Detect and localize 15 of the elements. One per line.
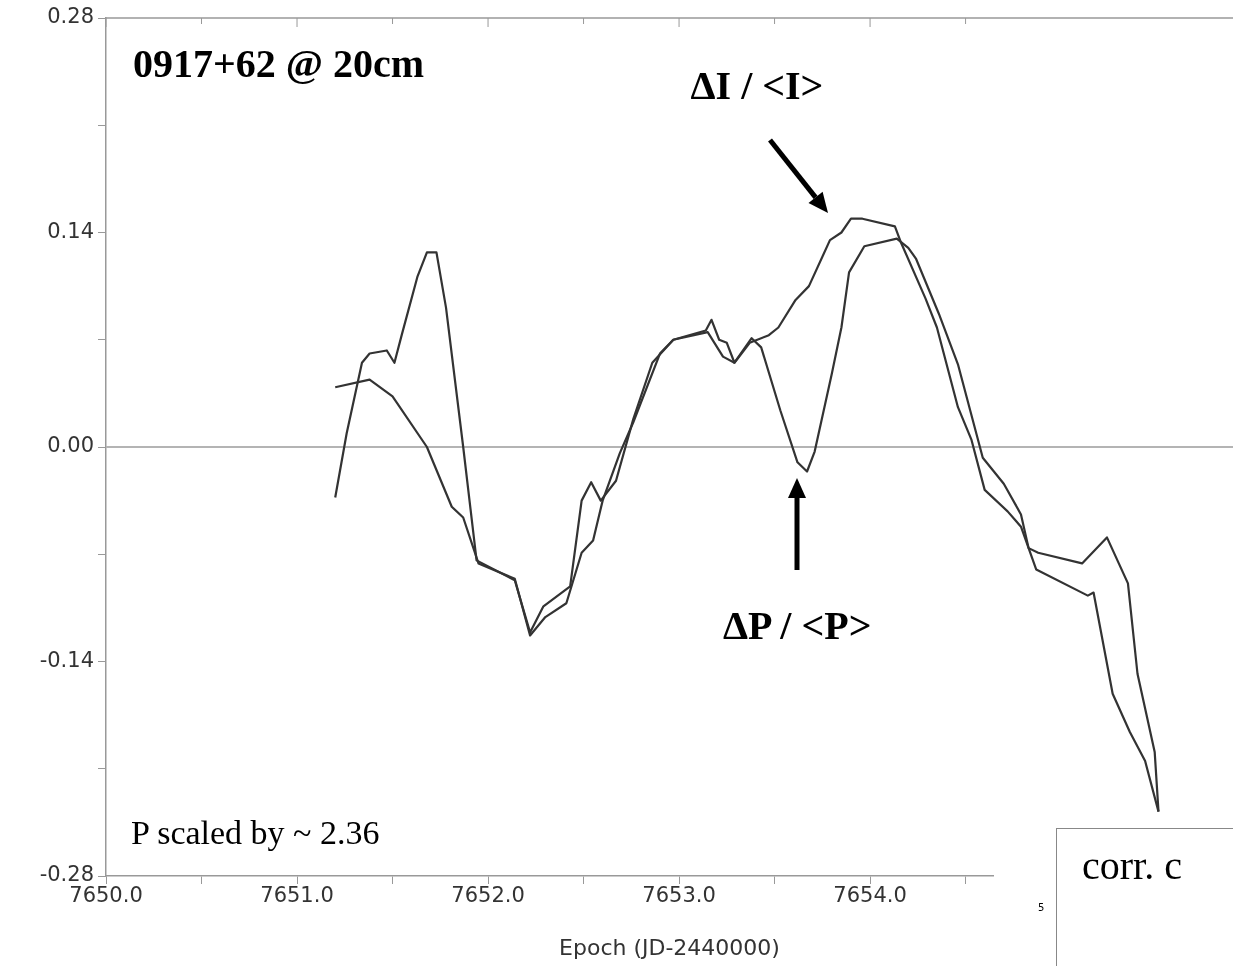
x-tick-label: 7654.0: [833, 883, 907, 908]
y-tick-label: -0.14: [39, 647, 94, 672]
x-tick-label: 7653.0: [642, 883, 716, 908]
y-tick-label: 0.28: [47, 4, 94, 29]
text: 5: [1038, 902, 1045, 913]
x-tick-label: 7652.0: [451, 883, 525, 908]
y-tick-label: 0.14: [47, 218, 94, 243]
annotation: ΔI / <I>: [690, 62, 824, 109]
annotation: corr. c: [1082, 842, 1182, 889]
text: 0917+62 @ 20cm: [133, 40, 425, 87]
annotation: ΔP / <P>: [723, 602, 872, 649]
annotation: P scaled by ~ 2.36: [131, 814, 380, 852]
y-tick-label: 0.00: [47, 433, 94, 458]
x-tick-label: 7651.0: [260, 883, 334, 908]
x-axis-title: Epoch (JD-2440000): [559, 934, 780, 960]
